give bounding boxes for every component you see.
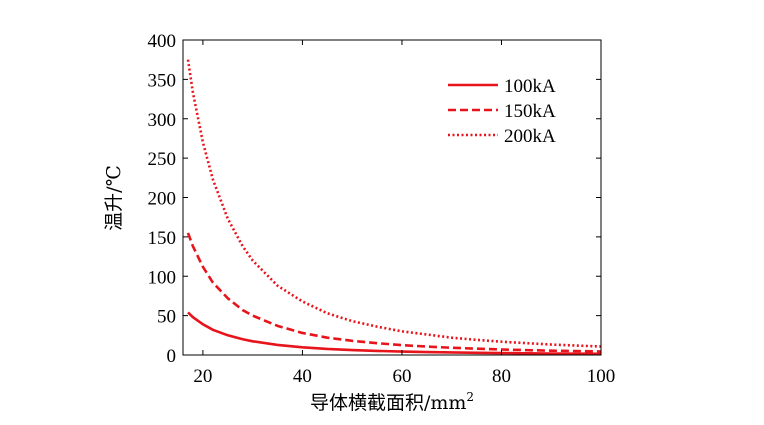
y-tick-label: 100 — [148, 267, 177, 288]
plot-lines — [186, 59, 602, 356]
x-tick-label: 60 — [392, 366, 411, 387]
y-tick-label: 0 — [167, 346, 177, 367]
x-tick-label: 100 — [587, 366, 616, 387]
y-axis-label: 温升/℃ — [103, 165, 125, 231]
x-axis-label-superscript: 2 — [466, 390, 474, 404]
legend-label-200kA: 200kA — [504, 126, 556, 147]
legend: 100kA 150kA 200kA — [448, 76, 556, 147]
series-line-200kA — [186, 59, 602, 348]
y-tick-label: 350 — [148, 70, 177, 91]
series-line-150kA — [186, 232, 602, 353]
y-tick-label: 300 — [148, 110, 177, 131]
y-tick-label: 400 — [148, 31, 177, 52]
x-tick-label: 80 — [492, 366, 511, 387]
y-tick-label: 250 — [148, 149, 177, 170]
y-tick-label: 150 — [148, 228, 177, 249]
x-tick-label: 40 — [293, 366, 312, 387]
y-tick-label: 200 — [148, 189, 177, 210]
x-axis-label-text: 导体横截面积/mm — [310, 392, 466, 414]
series-line-100kA — [187, 311, 602, 356]
x-axis-label: 导体横截面积/mm2 — [310, 390, 474, 414]
legend-label-150kA: 150kA — [504, 101, 556, 122]
y-tick-label: 50 — [157, 307, 176, 328]
axis-ticks: 20 40 60 80 100 0 50 100 150 200 250 300 350 400 — [148, 31, 616, 387]
legend-label-100kA: 100kA — [504, 76, 556, 97]
x-tick-label: 20 — [193, 366, 212, 387]
